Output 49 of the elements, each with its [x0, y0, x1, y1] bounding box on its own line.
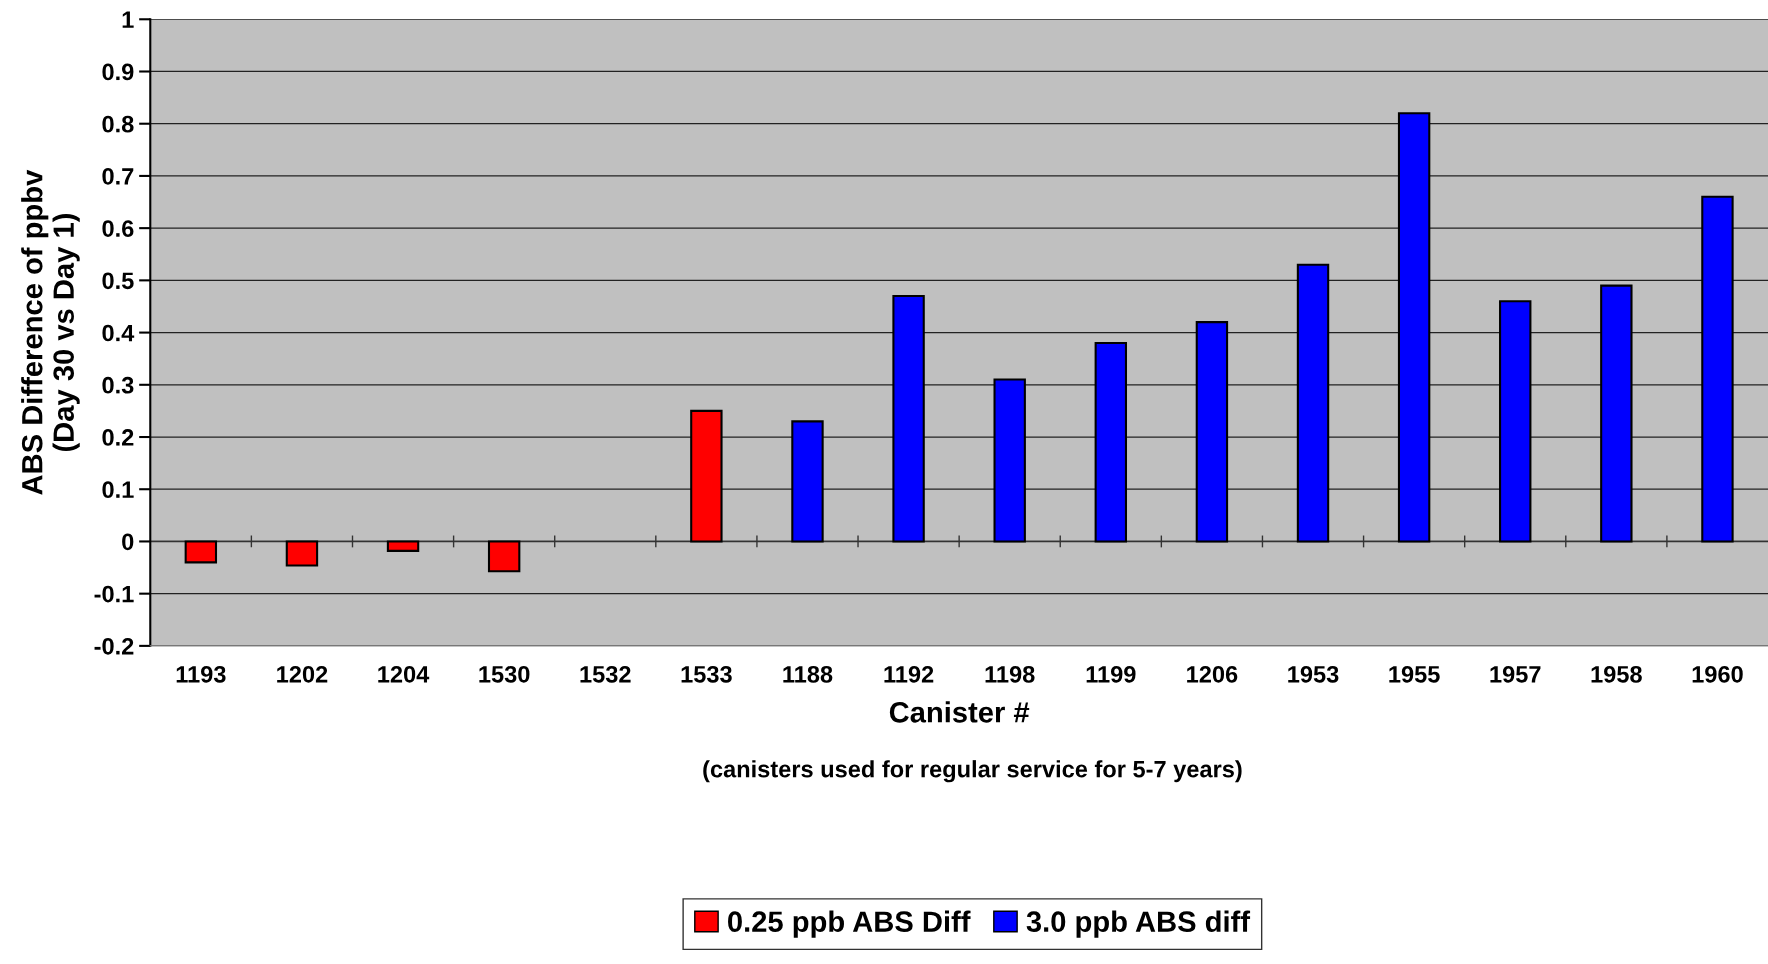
- x-tick-label: 1960: [1692, 665, 1743, 683]
- x-tick-label: 1206: [1187, 665, 1238, 683]
- bar: [1195, 321, 1229, 543]
- x-tick-label: 1957: [1490, 665, 1541, 683]
- legend-label: 3.0 ppb ABS diff: [1026, 910, 1251, 938]
- legend-label: 0.25 ppb ABS Diff: [728, 910, 971, 938]
- x-tick-label: 1199: [1086, 665, 1136, 683]
- y-tick-label: 0.6: [102, 220, 134, 237]
- y-tick-label: 1: [122, 11, 134, 28]
- y-tick-label: 0.7: [102, 168, 134, 185]
- y-axis-title: ABS Difference of ppbv (Day 30 vs Day 1): [21, 169, 80, 495]
- bar: [487, 540, 521, 573]
- bar: [791, 420, 824, 543]
- x-tick-label: 1955: [1389, 665, 1440, 683]
- bar: [892, 294, 925, 543]
- bar: [993, 378, 1026, 543]
- bar: [285, 540, 319, 567]
- y-tick-label: 0.4: [102, 324, 135, 342]
- y-tick-label: 0.1: [102, 481, 134, 499]
- bar: [1094, 341, 1128, 543]
- text: (canisters used for regular service for 5-7 years): [703, 760, 1242, 783]
- bar: [184, 540, 218, 564]
- y-tick-label: 0.3: [102, 376, 134, 394]
- y-tick-label: 0.5: [102, 272, 134, 290]
- y-tick-label: -0.2: [94, 637, 134, 655]
- x-tick-label: 1188: [783, 665, 833, 683]
- x-tick-label: 1204: [378, 665, 430, 683]
- y-tick-label: 0: [122, 533, 134, 551]
- bar: [386, 540, 420, 552]
- x-tick-label: 1533: [681, 665, 732, 683]
- x-tick-label: 1532: [580, 665, 631, 683]
- y-tick-label: 0.9: [102, 63, 134, 81]
- y-tick-label: -0.1: [94, 585, 134, 603]
- x-tick-label: 1198: [985, 665, 1035, 683]
- x-tick-label: 1192: [884, 665, 934, 683]
- bar: [1397, 112, 1431, 543]
- x-tick-label: 1193: [176, 665, 226, 683]
- bar: [1701, 195, 1734, 543]
- y-tick-label: 0.2: [102, 429, 134, 446]
- bar: [1296, 263, 1330, 543]
- x-axis-title: Canister #: [889, 701, 1030, 723]
- x-tick-label: 1530: [479, 665, 530, 683]
- x-tick-label: 1202: [277, 665, 328, 683]
- y-tick-label: 0.8: [102, 115, 134, 133]
- bar: [690, 409, 723, 543]
- x-tick-label: 1958: [1591, 665, 1642, 683]
- bar: [1600, 284, 1633, 543]
- bar: [1499, 300, 1532, 543]
- x-tick-label: 1953: [1288, 665, 1339, 683]
